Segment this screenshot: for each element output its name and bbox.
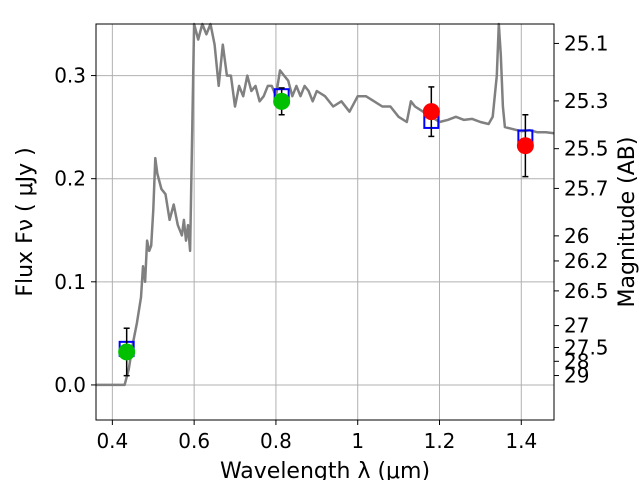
y-tick-label: 0.2 xyxy=(54,167,86,191)
magnitude-tick-label: 25.1 xyxy=(564,31,609,55)
observed-point xyxy=(422,103,440,121)
x-tick-label: 1.2 xyxy=(424,429,456,453)
magnitude-tick-label: 27.5 xyxy=(564,335,609,359)
magnitude-tick-label: 27 xyxy=(564,314,589,338)
y-axis-ticks: 0.0 0.1 0.2 0.3 xyxy=(54,64,96,397)
x-tick-label: 0.8 xyxy=(260,429,292,453)
magnitude-tick-label: 25.5 xyxy=(564,137,609,161)
x-tick-label: 1 xyxy=(351,429,364,453)
magnitude-axis-label: Magnitude (AB) xyxy=(615,137,640,308)
x-axis-label: Wavelength λ (μm) xyxy=(220,459,430,480)
y-tick-label: 0.0 xyxy=(54,373,86,397)
observed-point xyxy=(273,92,291,110)
magnitude-tick-label: 28 xyxy=(564,349,589,373)
magnitude-tick-label: 29 xyxy=(564,364,589,388)
model-flux-markers xyxy=(118,88,534,357)
x-tick-label: 1.4 xyxy=(505,429,537,453)
x-tick-label: 0.6 xyxy=(178,429,210,453)
y-axis-label: Flux Fν ( μJy ) xyxy=(13,147,38,296)
y-tick-label: 0.3 xyxy=(54,64,86,88)
grid xyxy=(96,24,554,420)
magnitude-tick-label: 25.3 xyxy=(564,89,609,113)
magnitude-tick-label: 26.2 xyxy=(564,249,609,273)
magnitude-tick-label: 26.5 xyxy=(564,279,609,303)
template-spectrum xyxy=(96,22,555,387)
observed-point xyxy=(118,343,136,361)
spectrum-line xyxy=(96,22,555,387)
plot-frame xyxy=(95,23,555,421)
magnitude-tick-label: 26 xyxy=(564,224,589,248)
y-tick-label: 0.1 xyxy=(54,270,86,294)
observed-point xyxy=(516,137,534,155)
observed-photometry xyxy=(118,86,534,377)
x-tick-label: 0.4 xyxy=(96,429,128,453)
x-axis-ticks: 0.4 0.6 0.8 1 1.2 1.4 xyxy=(96,420,537,453)
magnitude-tick-label: 25.7 xyxy=(564,176,609,200)
